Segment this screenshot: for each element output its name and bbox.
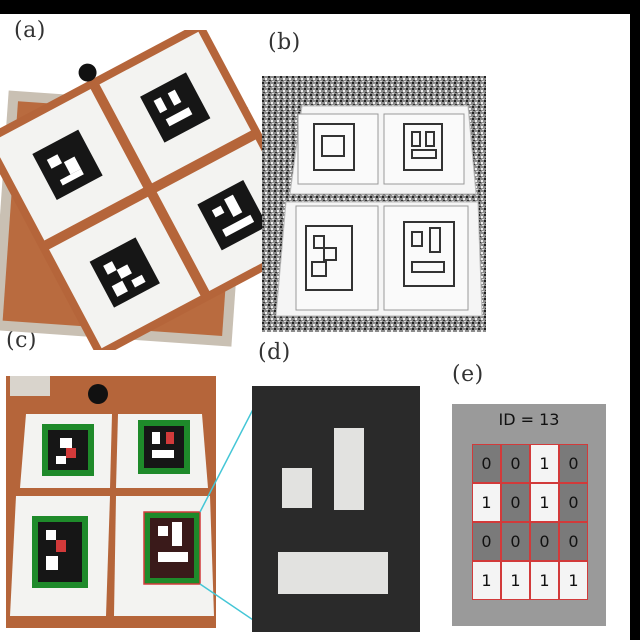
bit-cell: 0	[501, 522, 530, 561]
bit-cell: 0	[472, 444, 501, 483]
detected-marker	[144, 512, 200, 584]
marker-cell	[334, 428, 364, 510]
bit-cell: 0	[559, 444, 588, 483]
bit-cell: 1	[501, 561, 530, 600]
bit-cell: 1	[559, 561, 588, 600]
panel-b-thresholded	[262, 76, 486, 332]
bit-cell: 0	[501, 483, 530, 522]
panel-d-label: (d)	[258, 340, 291, 365]
panel-a-photo	[0, 30, 290, 350]
binary-marker	[403, 221, 455, 287]
camera-object	[88, 384, 108, 404]
aruco-marker	[140, 72, 211, 143]
right-border	[630, 0, 640, 640]
bit-cell: 1	[530, 483, 559, 522]
detected-marker	[138, 420, 190, 474]
bit-cell: 0	[559, 522, 588, 561]
bit-cell: 1	[530, 561, 559, 600]
panel-d-rectified	[252, 386, 420, 632]
top-border	[0, 0, 640, 14]
aruco-marker	[197, 180, 268, 251]
binary-marker	[403, 123, 443, 171]
detected-marker	[32, 516, 88, 588]
panel-c-detection	[6, 376, 216, 628]
binary-marker	[305, 225, 353, 291]
bit-cell: 1	[472, 483, 501, 522]
marker-cell	[278, 552, 388, 594]
panel-e-label: (e)	[452, 362, 484, 387]
marker-cell	[282, 468, 312, 508]
bit-cell: 1	[530, 444, 559, 483]
aruco-marker	[89, 237, 160, 308]
binary-marker	[313, 123, 355, 171]
panel-a-label: (a)	[14, 18, 46, 43]
bit-cell: 0	[501, 444, 530, 483]
bit-cell: 0	[559, 483, 588, 522]
bit-cell: 1	[472, 561, 501, 600]
bit-cell: 0	[530, 522, 559, 561]
panel-b-label: (b)	[268, 30, 301, 55]
bit-cell: 0	[472, 522, 501, 561]
detected-marker	[42, 424, 94, 476]
marker-id-text: ID = 13	[498, 410, 560, 429]
camera-object	[78, 63, 97, 82]
aruco-marker	[32, 129, 103, 200]
